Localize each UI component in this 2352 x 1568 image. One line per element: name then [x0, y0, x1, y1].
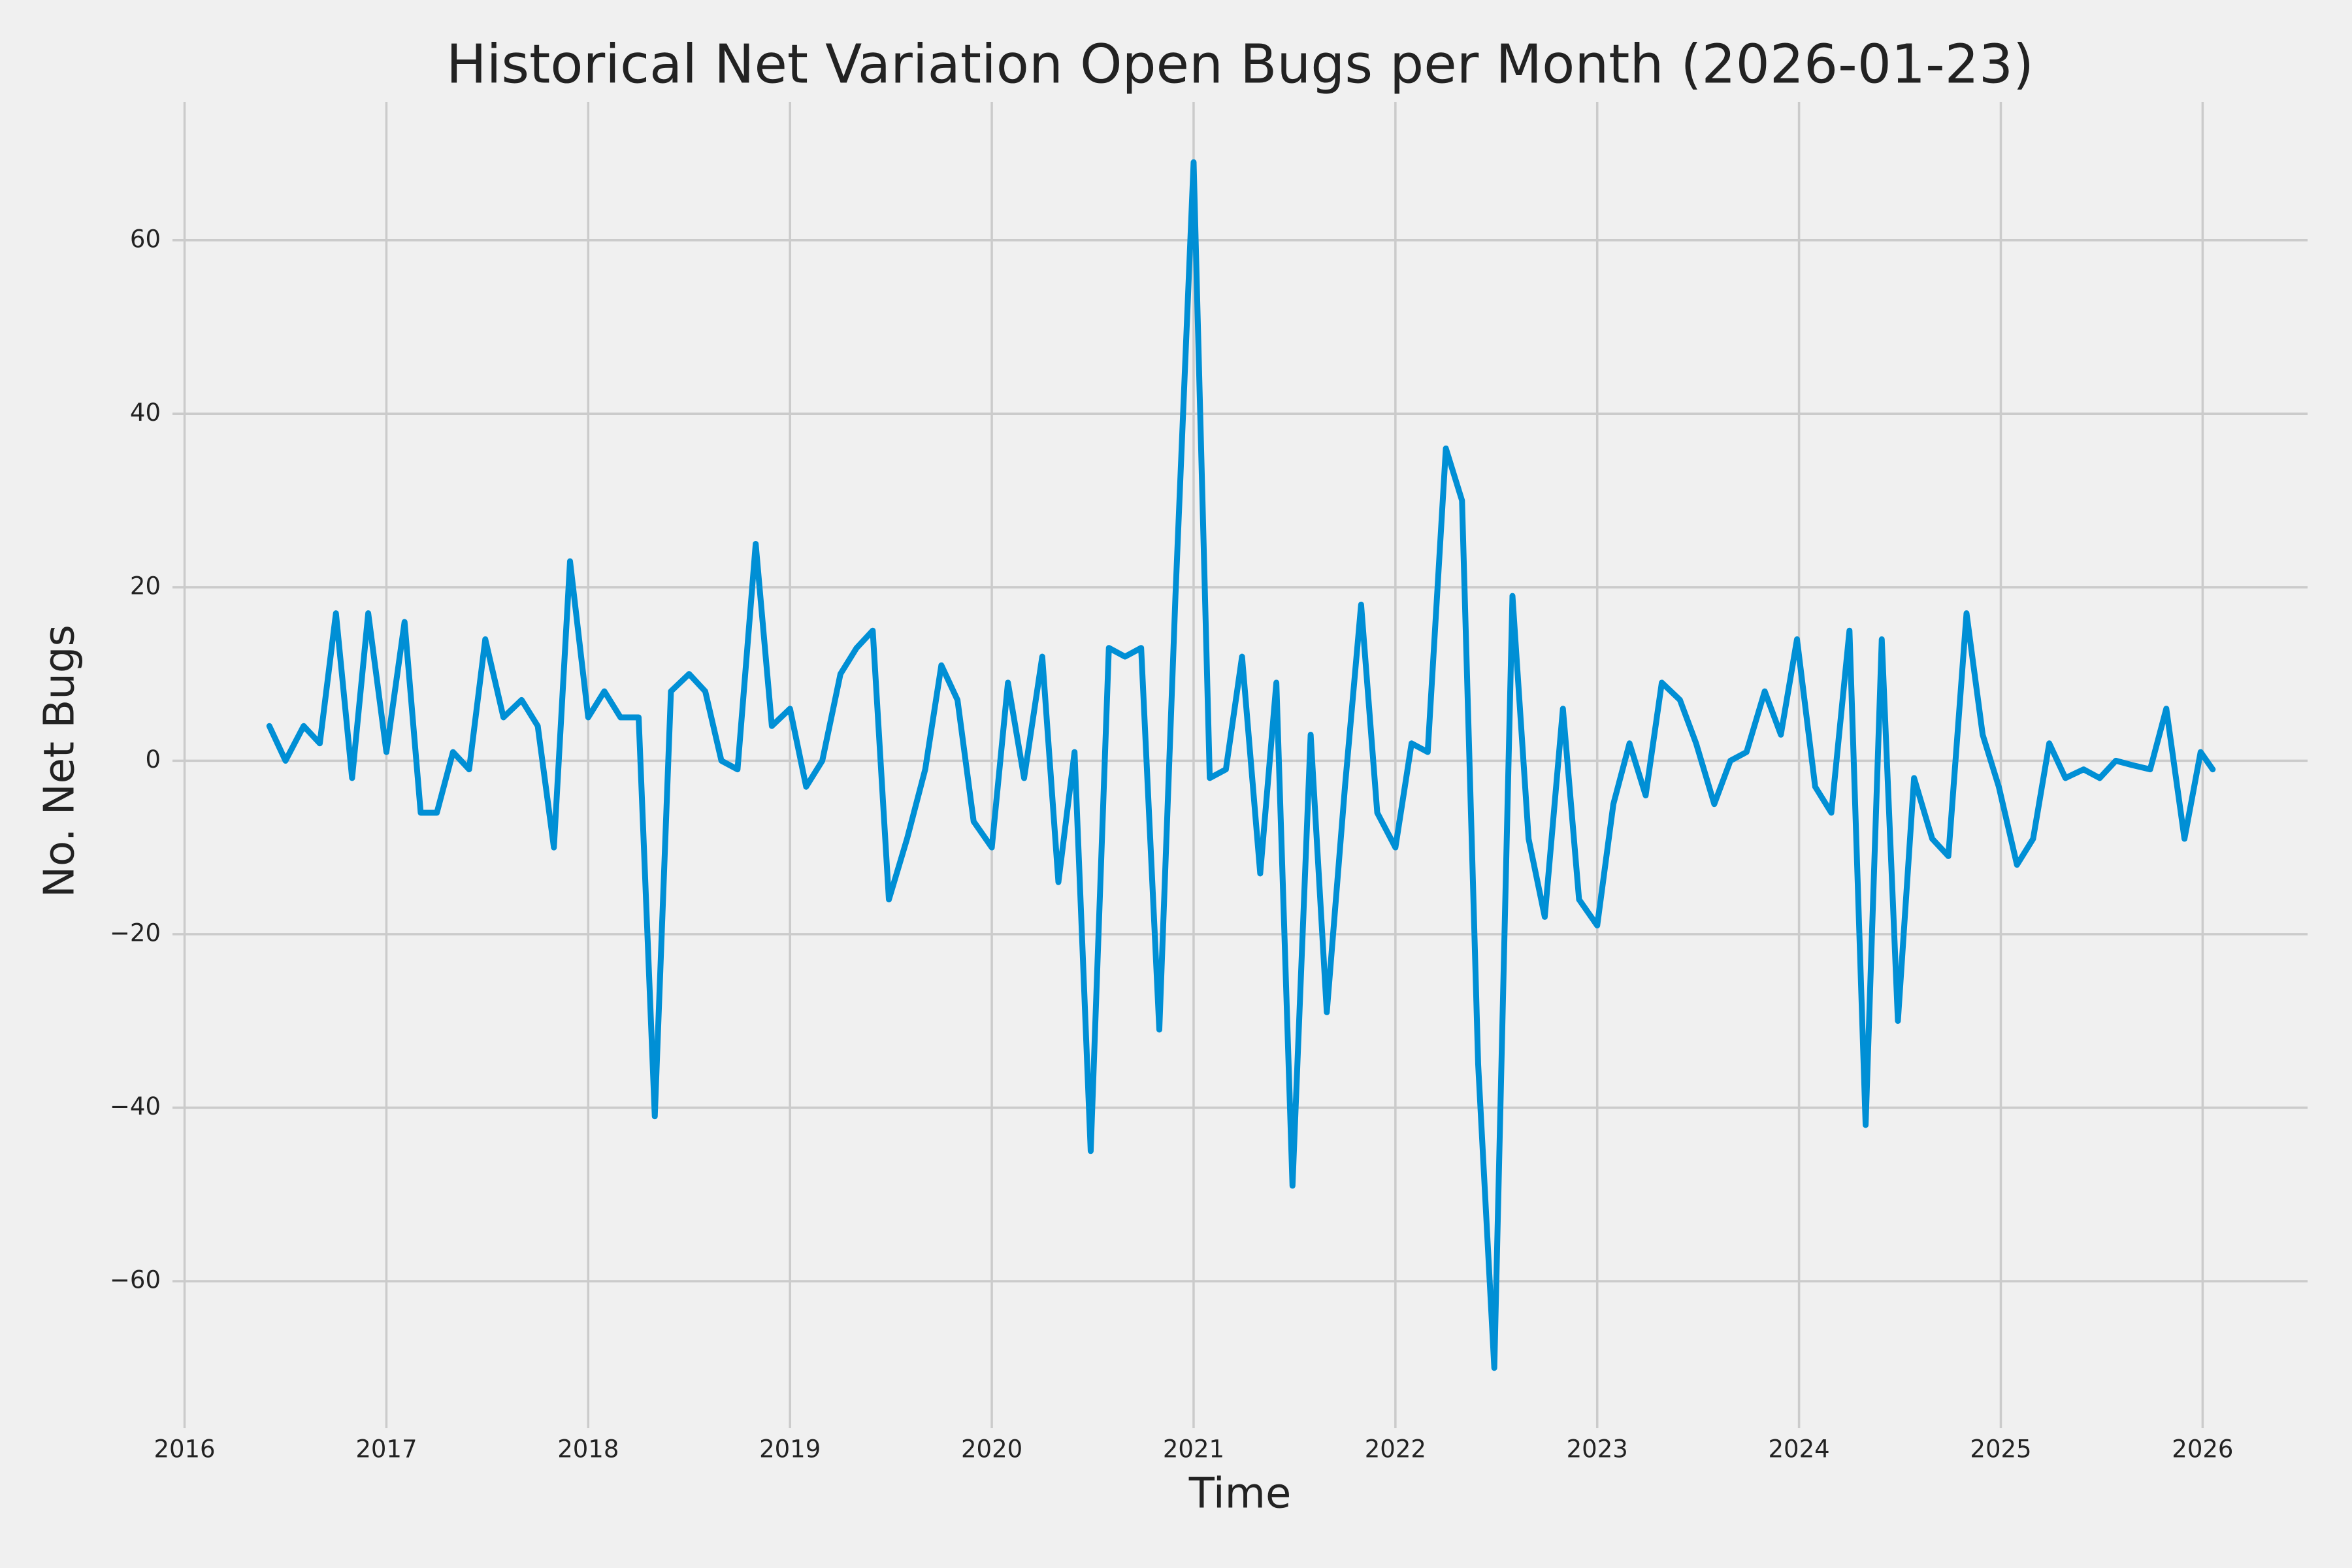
y-tick-label: 60: [130, 225, 161, 253]
y-tick-label: −40: [110, 1092, 161, 1120]
x-tick-label: 2017: [355, 1435, 417, 1463]
x-tick-label: 2023: [1567, 1435, 1628, 1463]
y-tick-label: −20: [110, 919, 161, 947]
y-tick-label: 0: [145, 745, 161, 774]
x-tick-label: 2025: [1970, 1435, 2031, 1463]
x-tick-label: 2019: [759, 1435, 821, 1463]
x-tick-label: 2024: [1769, 1435, 1830, 1463]
y-axis-label: No. Net Bugs: [36, 625, 84, 898]
x-tick-label: 2016: [154, 1435, 215, 1463]
x-tick-label: 2020: [961, 1435, 1022, 1463]
y-tick-label: 40: [130, 399, 161, 427]
y-tick-label: −60: [110, 1266, 161, 1294]
x-tick-label: 2022: [1365, 1435, 1426, 1463]
x-tick-label: 2026: [2172, 1435, 2233, 1463]
data-line: [266, 159, 2216, 1371]
chart-title: Historical Net Variation Open Bugs per M…: [446, 33, 2034, 95]
x-tick-label: 2018: [557, 1435, 619, 1463]
x-tick-label: 2021: [1163, 1435, 1224, 1463]
x-axis-label: Time: [1188, 1470, 1292, 1518]
y-tick-label: 20: [130, 572, 161, 600]
